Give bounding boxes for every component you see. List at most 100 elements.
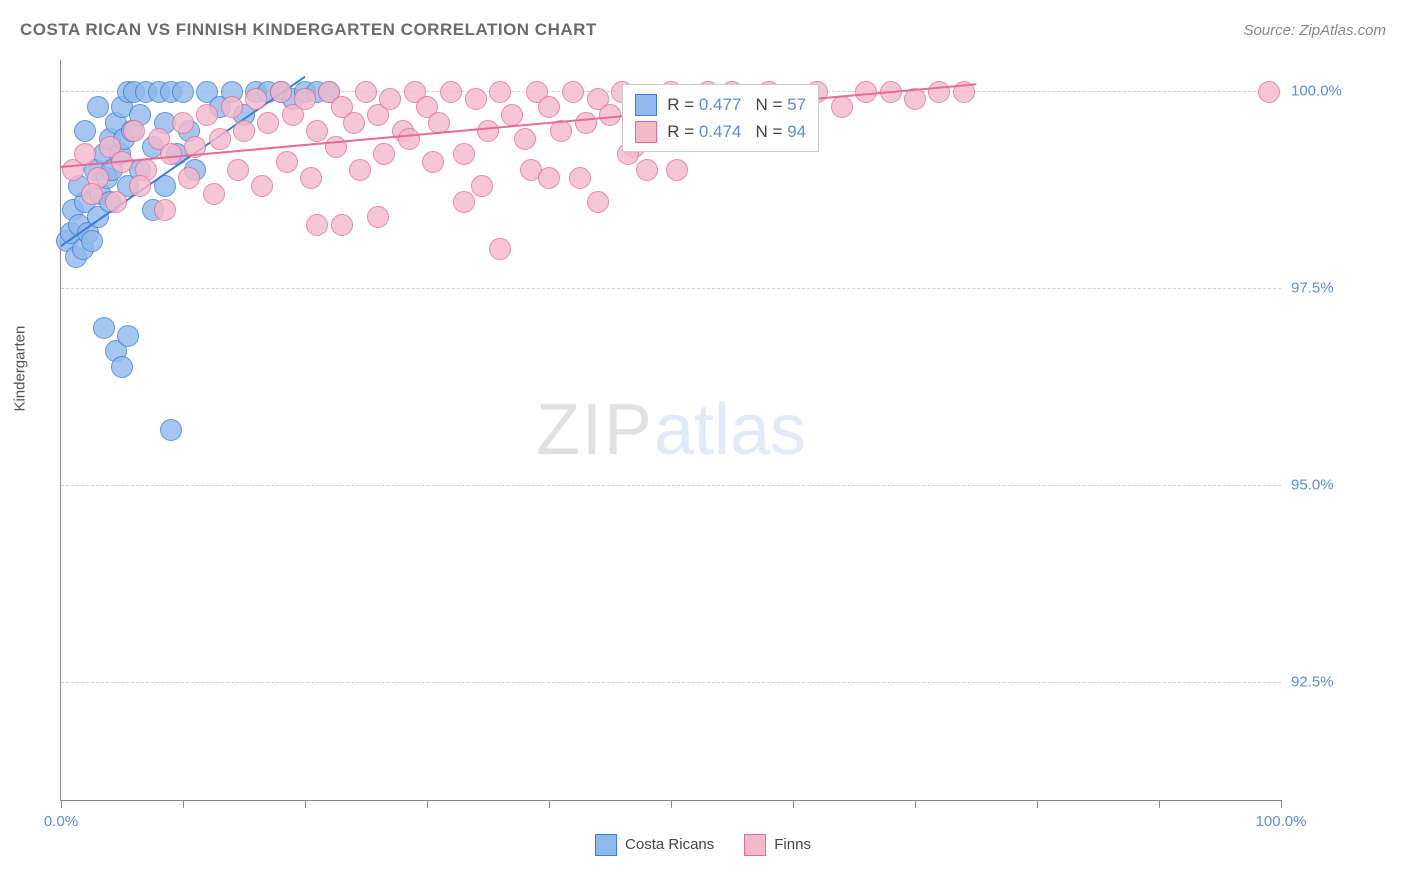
legend-label: Costa Ricans bbox=[625, 836, 714, 853]
y-tick-label: 95.0% bbox=[1291, 477, 1381, 494]
scatter-point bbox=[81, 230, 103, 252]
x-tick bbox=[549, 800, 550, 808]
scatter-point bbox=[178, 167, 200, 189]
scatter-point bbox=[276, 151, 298, 173]
chart-source: Source: ZipAtlas.com bbox=[1243, 22, 1386, 39]
scatter-point bbox=[123, 120, 145, 142]
legend-stats: R = 0.477 N = 57R = 0.474 N = 94 bbox=[622, 84, 819, 152]
scatter-point bbox=[367, 206, 389, 228]
legend-r-value: 0.477 bbox=[699, 95, 742, 114]
scatter-point bbox=[666, 159, 688, 181]
scatter-point bbox=[1258, 81, 1280, 103]
scatter-point bbox=[300, 167, 322, 189]
scatter-point bbox=[373, 143, 395, 165]
x-tick bbox=[1281, 800, 1282, 808]
y-tick-label: 92.5% bbox=[1291, 673, 1381, 690]
scatter-point bbox=[349, 159, 371, 181]
scatter-point bbox=[227, 159, 249, 181]
watermark-atlas: atlas bbox=[654, 390, 806, 470]
legend-item: Costa Ricans bbox=[595, 834, 714, 856]
scatter-point bbox=[93, 317, 115, 339]
scatter-point bbox=[471, 175, 493, 197]
x-tick bbox=[1037, 800, 1038, 808]
scatter-point bbox=[636, 159, 658, 181]
scatter-point bbox=[117, 325, 139, 347]
scatter-point bbox=[160, 419, 182, 441]
scatter-point bbox=[111, 356, 133, 378]
legend-bottom: Costa Ricans Finns bbox=[595, 834, 811, 856]
scatter-point bbox=[489, 81, 511, 103]
scatter-point bbox=[203, 183, 225, 205]
scatter-point bbox=[904, 88, 926, 110]
scatter-point bbox=[251, 175, 273, 197]
legend-n-value: 94 bbox=[787, 122, 806, 141]
scatter-point bbox=[440, 81, 462, 103]
scatter-point bbox=[245, 88, 267, 110]
scatter-point bbox=[587, 191, 609, 213]
scatter-point bbox=[562, 81, 584, 103]
scatter-point bbox=[398, 128, 420, 150]
scatter-point bbox=[465, 88, 487, 110]
scatter-point bbox=[538, 167, 560, 189]
watermark-zip: ZIP bbox=[536, 390, 654, 470]
scatter-point bbox=[575, 112, 597, 134]
chart-header: COSTA RICAN VS FINNISH KINDERGARTEN CORR… bbox=[20, 20, 1386, 40]
watermark: ZIPatlas bbox=[536, 389, 806, 471]
scatter-point bbox=[422, 151, 444, 173]
x-tick bbox=[671, 800, 672, 808]
scatter-point bbox=[209, 128, 231, 150]
scatter-point bbox=[477, 120, 499, 142]
scatter-point bbox=[81, 183, 103, 205]
legend-swatch bbox=[635, 94, 657, 116]
scatter-point bbox=[257, 112, 279, 134]
scatter-point bbox=[569, 167, 591, 189]
y-tick-label: 97.5% bbox=[1291, 280, 1381, 297]
x-tick bbox=[61, 800, 62, 808]
scatter-point bbox=[129, 175, 151, 197]
scatter-point bbox=[831, 96, 853, 118]
scatter-point bbox=[105, 191, 127, 213]
scatter-point bbox=[233, 120, 255, 142]
y-tick-label: 100.0% bbox=[1291, 83, 1381, 100]
scatter-point bbox=[325, 136, 347, 158]
legend-swatch bbox=[744, 834, 766, 856]
y-axis-title: Kindergarten bbox=[12, 326, 29, 412]
legend-swatch bbox=[595, 834, 617, 856]
scatter-point bbox=[294, 88, 316, 110]
scatter-point bbox=[74, 120, 96, 142]
scatter-point bbox=[87, 96, 109, 118]
scatter-point bbox=[501, 104, 523, 126]
scatter-point bbox=[306, 214, 328, 236]
scatter-point bbox=[270, 81, 292, 103]
x-tick bbox=[305, 800, 306, 808]
x-tick bbox=[915, 800, 916, 808]
chart-plot-area: ZIPatlas 92.5%95.0%97.5%100.0%0.0%100.0%… bbox=[60, 60, 1281, 801]
x-tick-label: 0.0% bbox=[44, 813, 78, 830]
scatter-point bbox=[514, 128, 536, 150]
legend-n-value: 57 bbox=[787, 95, 806, 114]
legend-stats-row: R = 0.474 N = 94 bbox=[635, 118, 806, 145]
scatter-point bbox=[172, 112, 194, 134]
x-tick-label: 100.0% bbox=[1256, 813, 1307, 830]
scatter-point bbox=[306, 120, 328, 142]
x-tick bbox=[1159, 800, 1160, 808]
scatter-point bbox=[154, 199, 176, 221]
legend-r-value: 0.474 bbox=[699, 122, 742, 141]
scatter-point bbox=[331, 214, 353, 236]
scatter-point bbox=[343, 112, 365, 134]
gridline bbox=[61, 288, 1281, 289]
scatter-point bbox=[453, 143, 475, 165]
legend-stats-row: R = 0.477 N = 57 bbox=[635, 91, 806, 118]
scatter-point bbox=[221, 96, 243, 118]
scatter-point bbox=[172, 81, 194, 103]
scatter-point bbox=[355, 81, 377, 103]
legend-item: Finns bbox=[744, 834, 811, 856]
x-tick bbox=[793, 800, 794, 808]
gridline bbox=[61, 485, 1281, 486]
legend-label: Finns bbox=[774, 836, 811, 853]
scatter-point bbox=[196, 104, 218, 126]
scatter-point bbox=[453, 191, 475, 213]
scatter-point bbox=[379, 88, 401, 110]
x-tick bbox=[427, 800, 428, 808]
chart-title: COSTA RICAN VS FINNISH KINDERGARTEN CORR… bbox=[20, 20, 597, 40]
